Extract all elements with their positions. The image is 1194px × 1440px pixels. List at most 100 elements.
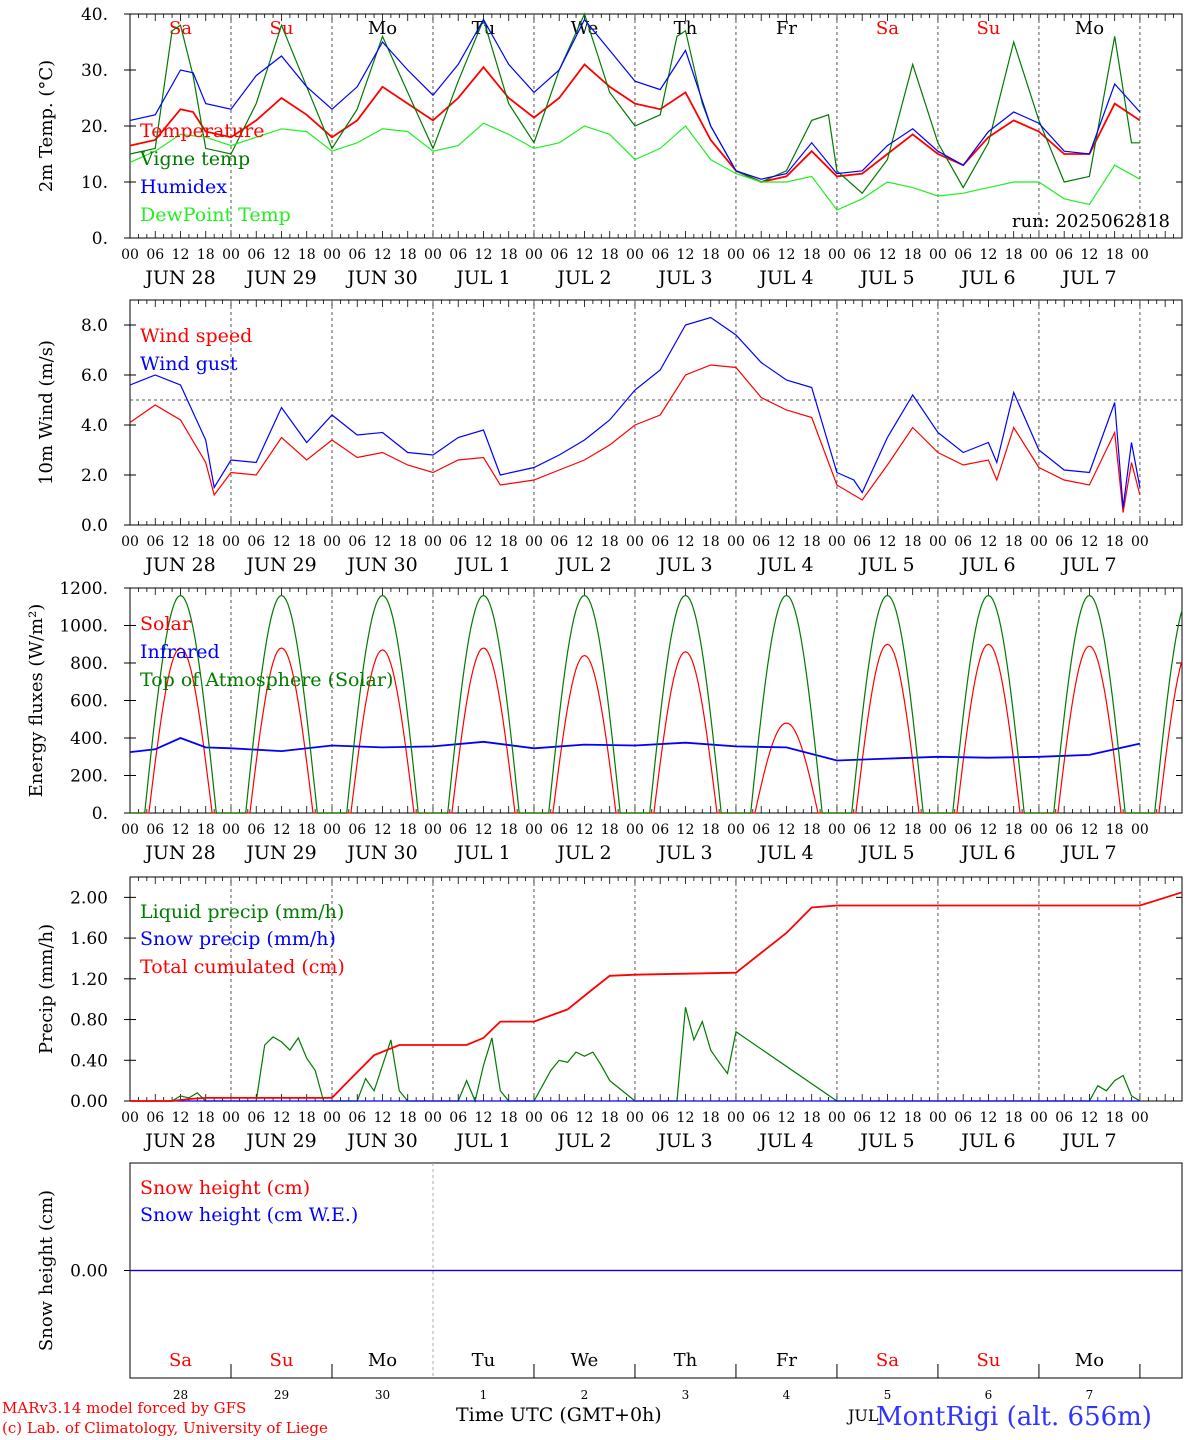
x-hour-label: 00 [525,534,543,550]
x-hour-label: 18 [904,822,922,838]
legend-entry: Temperature [140,120,264,142]
x-date-label: JUL 4 [757,267,813,289]
credit-line-1: MARv3.14 model forced by GFS [2,1399,247,1417]
x-hour-label: 06 [954,1110,972,1126]
x-hour-label: 06 [247,534,265,550]
weekday-label: Th [674,1350,698,1371]
x-hour-label: 18 [803,1110,821,1126]
x-hour-label: 00 [1131,1110,1149,1126]
x-hour-label: 00 [323,534,341,550]
x-hour-label: 18 [399,1110,417,1126]
x-date-label: JUN 29 [244,554,316,576]
y-tick-label: 600. [70,692,108,712]
x-hour-label: 06 [449,534,467,550]
x-hour-label: 18 [500,1110,518,1126]
panel-1: 0. 10. 20. 30. 40. 2m Temp. (°C) 00 06 12 18 00 06 1… [36,5,1183,289]
x-date-label: JUL 7 [1060,267,1116,289]
x-date-label: JUL 5 [858,1130,914,1152]
x-hour-label: 00 [626,1110,644,1126]
x-hour-label: 18 [803,534,821,550]
x-hour-label: 00 [626,247,644,263]
y-tick-label: 400. [70,729,108,749]
x-date-label: JUN 30 [345,1130,417,1152]
x-hour-label: 12 [980,822,998,838]
day-number-label: 4 [783,1388,791,1402]
x-hour-label: 06 [550,247,568,263]
x-hour-label: 18 [1106,822,1124,838]
x-hour-label: 18 [904,247,922,263]
x-hour-label: 12 [273,247,291,263]
x-date-label: JUN 30 [345,267,417,289]
legend-entry: Snow height (cm W.E.) [140,1204,358,1226]
x-hour-label: 18 [500,822,518,838]
x-hour-label: 00 [727,534,745,550]
x-hour-label: 00 [121,247,139,263]
x-hour-label: 00 [727,822,745,838]
weekday-label: Sa [876,1350,899,1371]
x-hour-label: 12 [677,247,695,263]
x-date-label: JUL 7 [1060,842,1116,864]
series-liquid-precip-mm-h [130,1007,1141,1103]
x-hour-label: 12 [677,534,695,550]
x-hour-label: 00 [222,1110,240,1126]
x-hour-label: 12 [1081,822,1099,838]
x-hour-label: 00 [424,1110,442,1126]
weekday-label: Mo [368,1350,397,1371]
x-date-label: JUL 4 [757,554,813,576]
y-tick-label: 10. [81,173,108,193]
day-number-label: 1 [480,1388,488,1402]
y-axis-title: 10m Wind (m/s) [36,340,57,485]
x-hour-label: 06 [146,1110,164,1126]
x-hour-label: 06 [853,822,871,838]
x-hour-label: 12 [879,822,897,838]
y-tick-label: 0.40 [70,1051,108,1071]
x-hour-label: 12 [374,247,392,263]
weekday-label: Sa [169,18,192,39]
x-hour-label: 00 [222,534,240,550]
x-date-label: JUN 30 [345,554,417,576]
day-number-label: 29 [274,1388,289,1402]
x-hour-label: 12 [778,534,796,550]
x-hour-label: 12 [778,822,796,838]
x-hour-label: 12 [576,247,594,263]
day-number-label: 3 [682,1388,690,1402]
day-number-label: 7 [1086,1388,1094,1402]
x-hour-label: 18 [1106,534,1124,550]
legend-entry: Infrared [140,641,220,663]
x-hour-label: 18 [197,247,215,263]
y-tick-label: 40. [81,5,108,25]
x-date-label: JUL 3 [656,842,712,864]
x-axis-title: Time UTC (GMT+0h) [456,1404,662,1426]
x-hour-label: 06 [853,1110,871,1126]
weekday-label: Fr [776,18,797,39]
x-hour-label: 00 [626,822,644,838]
x-hour-label: 12 [172,247,190,263]
x-hour-label: 00 [424,822,442,838]
y-tick-label: 0.00 [70,1092,108,1112]
weekday-label: Fr [776,1350,797,1371]
legend-entry: Vigne temp [139,148,250,170]
x-hour-label: 06 [1055,247,1073,263]
panel-5: 0.00 Snow height (cm) Sa Su Mo Tu We Th Fr Sa Su Mo… [36,1162,1183,1402]
x-hour-label: 00 [525,247,543,263]
x-hour-label: 12 [1081,247,1099,263]
x-hour-label: 06 [449,822,467,838]
legend-entry: Snow height (cm) [140,1177,310,1199]
station-title: MontRigi (alt. 656m) [876,1402,1152,1432]
weekday-label: We [571,1350,599,1371]
x-hour-label: 06 [752,534,770,550]
day-number-label: 6 [985,1388,993,1402]
x-date-label: JUN 28 [143,267,215,289]
x-hour-label: 06 [752,822,770,838]
x-hour-label: 00 [525,1110,543,1126]
day-number-label: 30 [375,1388,390,1402]
x-hour-label: 00 [828,534,846,550]
x-hour-label: 18 [1005,247,1023,263]
x-hour-label: 18 [1005,822,1023,838]
series-vigne-temp [129,12,1140,195]
x-hour-label: 00 [828,247,846,263]
y-tick-label: 200. [70,767,108,787]
panel-3: 0. 200. 400. 600. 800. 1000. 1200. Energy fluxe… [26,579,1183,864]
series-wind-gust [129,316,1141,508]
x-hour-label: 00 [323,247,341,263]
